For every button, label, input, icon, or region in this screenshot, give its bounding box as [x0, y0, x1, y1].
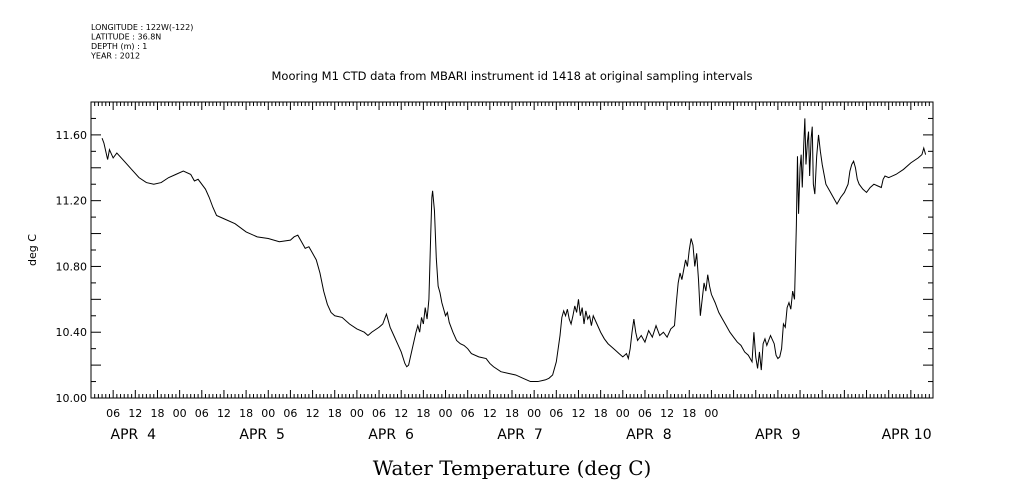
x-tick-label: 00 [704, 407, 718, 420]
x-tick-label: 12 [306, 407, 320, 420]
x-tick-label: 06 [195, 407, 209, 420]
x-tick-label: 06 [283, 407, 297, 420]
y-tick-label: 10.00 [56, 392, 88, 405]
x-tick-label: 00 [527, 407, 541, 420]
x-day-label: APR 10 [882, 427, 932, 443]
x-tick-label: 00 [616, 407, 630, 420]
y-axis-label: deg C [26, 234, 39, 266]
x-tick-label: 06 [549, 407, 563, 420]
x-tick-label: 06 [638, 407, 652, 420]
x-day-label: APR 4 [111, 427, 157, 443]
metadata-line: DEPTH (m) : 1 [91, 42, 147, 51]
x-tick-label: 06 [106, 407, 120, 420]
x-tick-label: 18 [505, 407, 519, 420]
x-tick-label: 18 [150, 407, 164, 420]
metadata-line: LONGITUDE : 122W(-122) [91, 23, 193, 32]
x-tick-label: 12 [660, 407, 674, 420]
x-tick-label: 12 [571, 407, 585, 420]
x-tick-label: 12 [128, 407, 142, 420]
x-tick-label: 12 [217, 407, 231, 420]
x-day-label: APR 7 [497, 427, 543, 443]
y-tick-label: 11.60 [56, 129, 88, 142]
x-tick-label: 12 [394, 407, 408, 420]
x-tick-label: 00 [350, 407, 364, 420]
x-day-label: APR 9 [755, 427, 801, 443]
y-tick-label: 10.40 [56, 326, 88, 339]
x-tick-label: 06 [461, 407, 475, 420]
x-tick-label: 00 [261, 407, 275, 420]
x-tick-label: 00 [439, 407, 453, 420]
x-tick-label: 18 [594, 407, 608, 420]
y-tick-label: 10.80 [56, 260, 88, 273]
axes: 06 12 18 00 06 12 18 00 06 12 18 00 06 12 18 00 06 12 18 00… [56, 101, 934, 443]
y-tick-label: 11.20 [56, 195, 88, 208]
x-axis-label: Water Temperature (deg C) [373, 456, 652, 480]
metadata-line: YEAR : 2012 [90, 52, 140, 61]
x-tick-label: 18 [416, 407, 430, 420]
metadata-line: LATITUDE : 36.8N [91, 33, 161, 42]
metadata-block: LONGITUDE : 122W(-122)LATITUDE : 36.8NDE… [90, 23, 193, 61]
x-day-label: APR 6 [368, 427, 414, 443]
x-tick-label: 18 [239, 407, 253, 420]
x-tick-label: 00 [173, 407, 187, 420]
chart-title: Mooring M1 CTD data from MBARI instrumen… [272, 69, 753, 83]
x-tick-label: 06 [372, 407, 386, 420]
x-tick-label: 12 [483, 407, 497, 420]
temperature-series-line [101, 118, 927, 383]
x-day-label: APR 8 [626, 427, 672, 443]
x-tick-label: 18 [328, 407, 342, 420]
x-day-label: APR 5 [239, 427, 285, 443]
x-tick-label: 18 [682, 407, 696, 420]
